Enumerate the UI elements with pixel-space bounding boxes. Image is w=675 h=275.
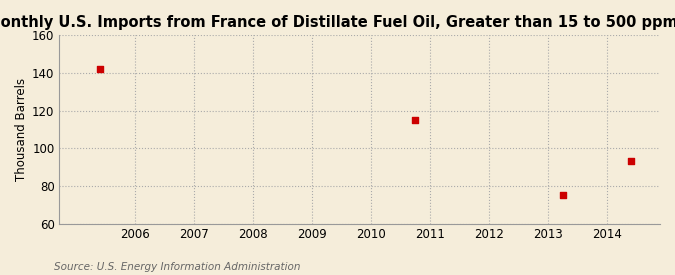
- Point: [95, 67, 105, 72]
- Text: Source: U.S. Energy Information Administration: Source: U.S. Energy Information Administ…: [54, 262, 300, 272]
- Point: [625, 159, 636, 164]
- Title: Monthly U.S. Imports from France of Distillate Fuel Oil, Greater than 15 to 500 : Monthly U.S. Imports from France of Dist…: [0, 15, 675, 30]
- Point: [558, 193, 568, 197]
- Y-axis label: Thousand Barrels: Thousand Barrels: [15, 78, 28, 181]
- Point: [410, 118, 421, 122]
